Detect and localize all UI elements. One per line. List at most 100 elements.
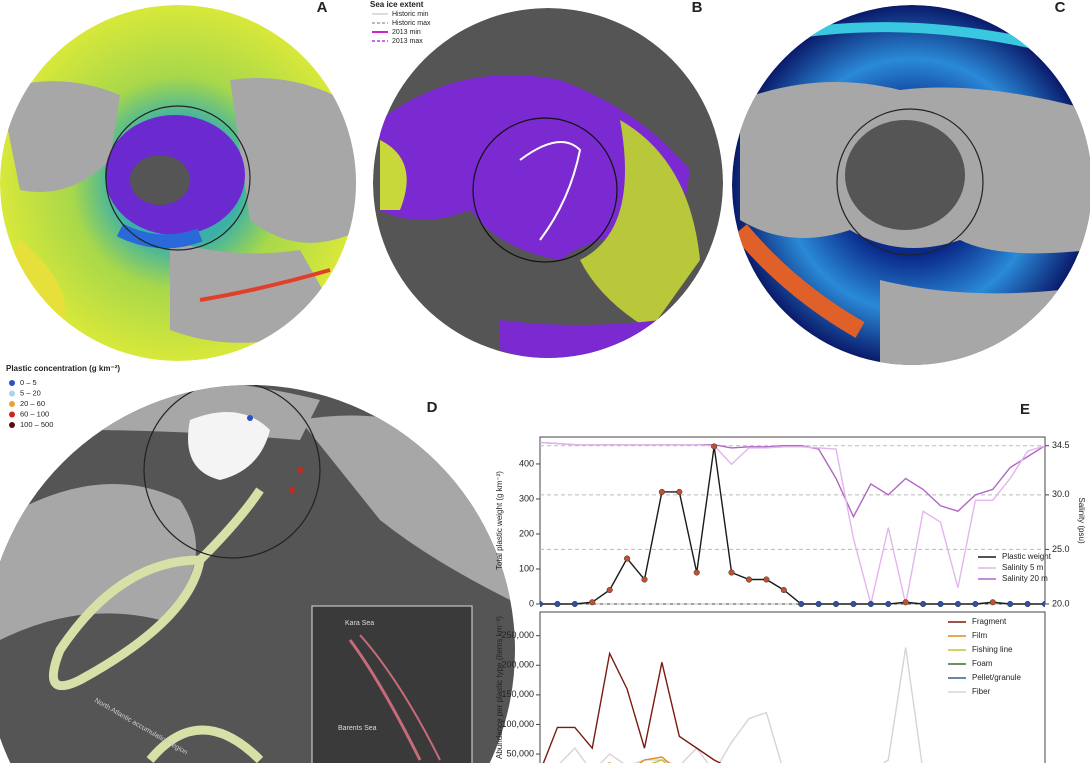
y-tick-label: 50,000 [506, 748, 534, 758]
series-line [540, 441, 1045, 605]
legend-bg [944, 672, 1014, 684]
legend-swatch [9, 411, 15, 418]
panel-label: C [1055, 0, 1066, 16]
series-line [542, 651, 722, 763]
map-annotation: Barents Sea [338, 725, 377, 732]
y2-tick-label: 20.0 [1052, 598, 1070, 608]
panel-label: B [692, 0, 703, 16]
legend-label: Fragment [972, 617, 1007, 626]
legend-label: Fiber [972, 687, 991, 696]
panel-label: A [317, 0, 328, 16]
panel-label: D [427, 399, 438, 416]
y-tick-label: 100 [519, 563, 534, 573]
y2-tick-label: 30.0 [1052, 489, 1070, 499]
y-tick-label: 200,000 [501, 660, 534, 670]
legend-label: 60 – 100 [20, 409, 49, 418]
data-point [850, 600, 857, 608]
legend-label: Pellet/granule [972, 673, 1021, 682]
plot-area [540, 441, 1045, 608]
legend-bg [944, 644, 1014, 656]
y-tick-label: 150,000 [501, 689, 534, 699]
legend-label: 2013 min [392, 29, 421, 36]
map-c [732, 5, 1090, 365]
plot-area [542, 647, 923, 763]
panel-label: E [1020, 401, 1030, 418]
data-point [711, 443, 718, 450]
y-tick-label: 250,000 [501, 630, 534, 640]
data-point [902, 599, 909, 606]
data-point [885, 600, 892, 608]
data-point [1041, 600, 1045, 608]
inset-map [311, 605, 473, 763]
y-tick-label: 100,000 [501, 719, 534, 729]
legend-title: Sea ice extent [370, 0, 424, 9]
legend-label: Salinity 20 m [1002, 574, 1048, 583]
data-point [1007, 600, 1014, 608]
data-point [867, 600, 874, 608]
data-point [728, 569, 735, 576]
legend-bg [944, 616, 1014, 628]
legend-bg [944, 686, 1014, 698]
data-point [658, 488, 665, 496]
data-point [589, 599, 596, 606]
legend-bg [944, 658, 1014, 670]
legend-label: 20 – 60 [20, 399, 45, 408]
plot-frame-bottom [539, 611, 1046, 763]
data-point [641, 576, 648, 583]
legend-bg [944, 630, 1014, 642]
data-point [972, 600, 979, 608]
data-point [745, 576, 753, 583]
data-point [780, 586, 787, 594]
data-point [571, 600, 578, 608]
legend-label: Historic max [392, 20, 431, 27]
legend-title: Plastic concentration (g km⁻²) [6, 364, 120, 373]
map-b [373, 8, 723, 358]
data-point [624, 555, 631, 562]
legend-swatch [9, 380, 15, 386]
data-point [763, 576, 770, 583]
legend-swatch [9, 422, 15, 428]
data-point [554, 600, 561, 608]
data-point [693, 569, 700, 576]
data-point [815, 600, 822, 608]
y-tick-label: 400 [519, 458, 534, 468]
legend-bg [974, 573, 1044, 585]
legend-label: 0 – 5 [20, 378, 37, 387]
y-tick-label: 300 [519, 493, 534, 503]
legend-label: Film [972, 631, 987, 640]
data-point [1024, 600, 1031, 608]
y-axis-title: Total plastic weight (g km⁻²) [495, 471, 504, 570]
data-point [989, 599, 996, 606]
legend-label: Salinity 5 m [1002, 563, 1044, 572]
legend-label: 5 – 20 [20, 388, 41, 397]
legend-label: 100 – 500 [20, 420, 53, 429]
map-annotation: Kara Sea [345, 620, 374, 627]
legend-swatch [9, 401, 15, 407]
data-point [832, 600, 840, 608]
y2-axis-title: Salinity (psu) [1077, 497, 1086, 544]
legend-label: Fishing line [972, 645, 1013, 654]
y-tick-label: 200 [519, 528, 534, 538]
series-line [540, 441, 1045, 519]
y-axis-title: Abundance per plastic type (items km⁻²) [495, 616, 504, 759]
legend-label: 2013 max [392, 38, 423, 45]
legend-swatch [9, 390, 15, 397]
data-point [798, 600, 805, 608]
legend-label: Plastic weight [1002, 552, 1052, 561]
data-point [540, 600, 544, 608]
data-point [954, 600, 961, 608]
legend-label: Foam [972, 659, 993, 668]
y2-tick-label: 25.0 [1052, 544, 1070, 554]
legend-bg [974, 551, 1044, 563]
legend-label: Historic min [392, 11, 429, 18]
legend-bg [974, 562, 1044, 574]
data-point [937, 600, 944, 608]
data-point [676, 488, 683, 496]
y-tick-label: 0 [529, 598, 534, 608]
y2-tick-label: 34.5 [1052, 440, 1070, 450]
data-point [606, 586, 613, 594]
data-point [920, 600, 927, 608]
map-a [0, 5, 356, 361]
